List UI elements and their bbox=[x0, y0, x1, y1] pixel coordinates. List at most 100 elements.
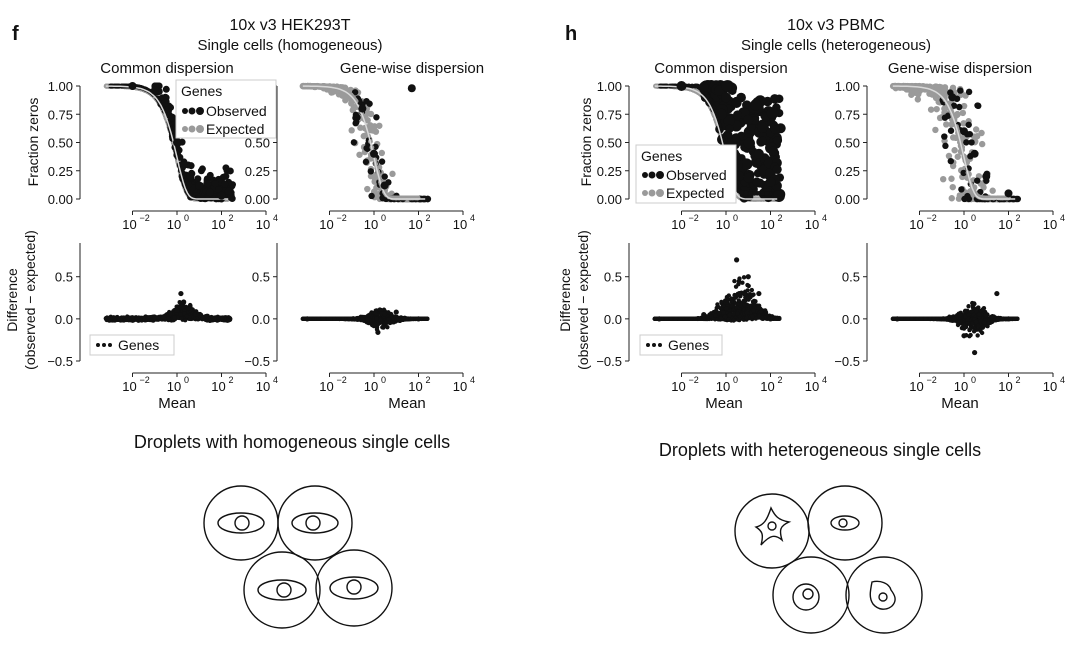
x-tick-label: 10 bbox=[167, 379, 181, 394]
data-point-observed bbox=[221, 180, 229, 188]
x-tick-label: 10 bbox=[954, 217, 968, 232]
data-point-expected bbox=[932, 94, 940, 102]
x-tick-exponent: 0 bbox=[381, 375, 386, 385]
data-point-observed bbox=[195, 181, 204, 190]
data-point bbox=[182, 308, 187, 313]
data-point-observed bbox=[765, 177, 776, 188]
x-tick-label: 10 bbox=[256, 379, 270, 394]
data-point-expected bbox=[356, 151, 363, 158]
data-point-observed bbox=[362, 158, 370, 166]
data-point-observed bbox=[961, 195, 968, 203]
y-tick-label: 0.00 bbox=[835, 192, 860, 207]
data-point-observed bbox=[198, 165, 206, 173]
x-tick-label: 10 bbox=[716, 379, 730, 394]
data-point-observed bbox=[947, 127, 955, 134]
y-tick-label: 0.75 bbox=[597, 107, 622, 122]
panel-f-col2-title: Gene-wise dispersion bbox=[340, 60, 484, 77]
data-point-observed bbox=[750, 99, 762, 111]
data-point-observed bbox=[351, 89, 359, 96]
data-point bbox=[353, 316, 358, 321]
y-tick-label: 0.0 bbox=[604, 312, 622, 327]
data-point bbox=[316, 316, 321, 322]
data-point-observed bbox=[179, 161, 188, 170]
y-tick-label: 0.50 bbox=[597, 136, 622, 151]
data-point-observed bbox=[772, 164, 782, 174]
expected-curve bbox=[302, 85, 426, 200]
panel-letter-h: h bbox=[565, 23, 577, 45]
data-point-observed bbox=[957, 87, 964, 94]
data-point-observed bbox=[770, 125, 780, 135]
data-point-observed bbox=[758, 136, 767, 146]
data-point-observed bbox=[211, 180, 219, 188]
data-point-observed bbox=[353, 118, 360, 126]
data-point-observed bbox=[224, 187, 232, 195]
data-point bbox=[107, 316, 113, 322]
data-point-observed bbox=[350, 139, 358, 146]
data-point bbox=[375, 322, 381, 327]
data-point bbox=[387, 319, 393, 324]
data-point-observed bbox=[150, 86, 159, 95]
x-tick-label: 10 bbox=[805, 379, 819, 394]
data-point-expected bbox=[955, 195, 963, 202]
data-point-observed bbox=[381, 173, 388, 180]
x-tick-label: 10 bbox=[760, 379, 774, 394]
data-point bbox=[378, 317, 383, 323]
y-tick-label: 0.50 bbox=[245, 136, 270, 151]
data-point-observed bbox=[204, 180, 212, 188]
data-point-observed bbox=[773, 190, 785, 202]
data-point-expected bbox=[972, 126, 980, 133]
data-point-expected bbox=[357, 124, 364, 131]
x-tick-exponent: 4 bbox=[470, 375, 475, 385]
data-point-expected bbox=[367, 110, 375, 118]
x-tick-label: 10 bbox=[211, 217, 225, 232]
x-tick-label: 10 bbox=[998, 217, 1012, 232]
x-tick-exponent: 0 bbox=[733, 375, 738, 385]
x-tick-exponent: 0 bbox=[733, 213, 738, 223]
data-point-observed bbox=[380, 181, 389, 190]
data-point-observed bbox=[723, 115, 735, 127]
y-tick-label: 0.5 bbox=[604, 270, 622, 285]
panel-f-xlabel-right: Mean bbox=[388, 395, 426, 412]
x-tick-exponent: −2 bbox=[140, 213, 150, 223]
x-tick-exponent: 2 bbox=[229, 375, 234, 385]
panel-f-title: 10x v3 HEK293T bbox=[230, 17, 351, 34]
data-point-expected bbox=[389, 170, 396, 178]
data-point-observed bbox=[743, 137, 755, 149]
panel-h-bottom-ylabel-1: Difference bbox=[557, 268, 573, 332]
y-tick-label: 1.00 bbox=[835, 79, 860, 94]
y-tick-label: 0.25 bbox=[48, 164, 73, 179]
x-tick-label: 10 bbox=[319, 217, 333, 232]
data-point-observed bbox=[358, 104, 367, 113]
data-point bbox=[117, 316, 123, 322]
data-point-expected bbox=[940, 175, 947, 183]
x-tick-exponent: 2 bbox=[426, 375, 431, 385]
data-point bbox=[423, 316, 429, 322]
data-point bbox=[377, 307, 383, 312]
data-point bbox=[415, 316, 422, 322]
data-point-observed bbox=[162, 85, 170, 93]
data-point-observed bbox=[773, 136, 783, 145]
y-tick-label: −0.5 bbox=[596, 354, 622, 369]
data-point-observed bbox=[752, 177, 762, 187]
data-point bbox=[174, 307, 180, 314]
panel-h-illustration-title: Droplets with heterogeneous single cells bbox=[659, 440, 981, 460]
data-point bbox=[375, 329, 381, 335]
data-point-observed bbox=[363, 97, 370, 105]
data-point bbox=[304, 316, 310, 322]
panel-f-illustration-title: Droplets with homogeneous single cells bbox=[134, 432, 450, 452]
data-point-observed bbox=[1004, 189, 1013, 198]
data-point-observed bbox=[721, 92, 731, 103]
data-point-expected bbox=[954, 153, 961, 160]
data-point bbox=[401, 316, 406, 321]
data-point bbox=[130, 315, 135, 321]
data-point-expected bbox=[948, 175, 955, 182]
x-tick-label: 10 bbox=[256, 217, 270, 232]
data-point-expected bbox=[989, 187, 996, 194]
y-tick-label: 0.25 bbox=[835, 164, 860, 179]
x-tick-label: 10 bbox=[453, 217, 467, 232]
x-tick-exponent: −2 bbox=[927, 213, 937, 223]
data-point bbox=[332, 316, 337, 322]
